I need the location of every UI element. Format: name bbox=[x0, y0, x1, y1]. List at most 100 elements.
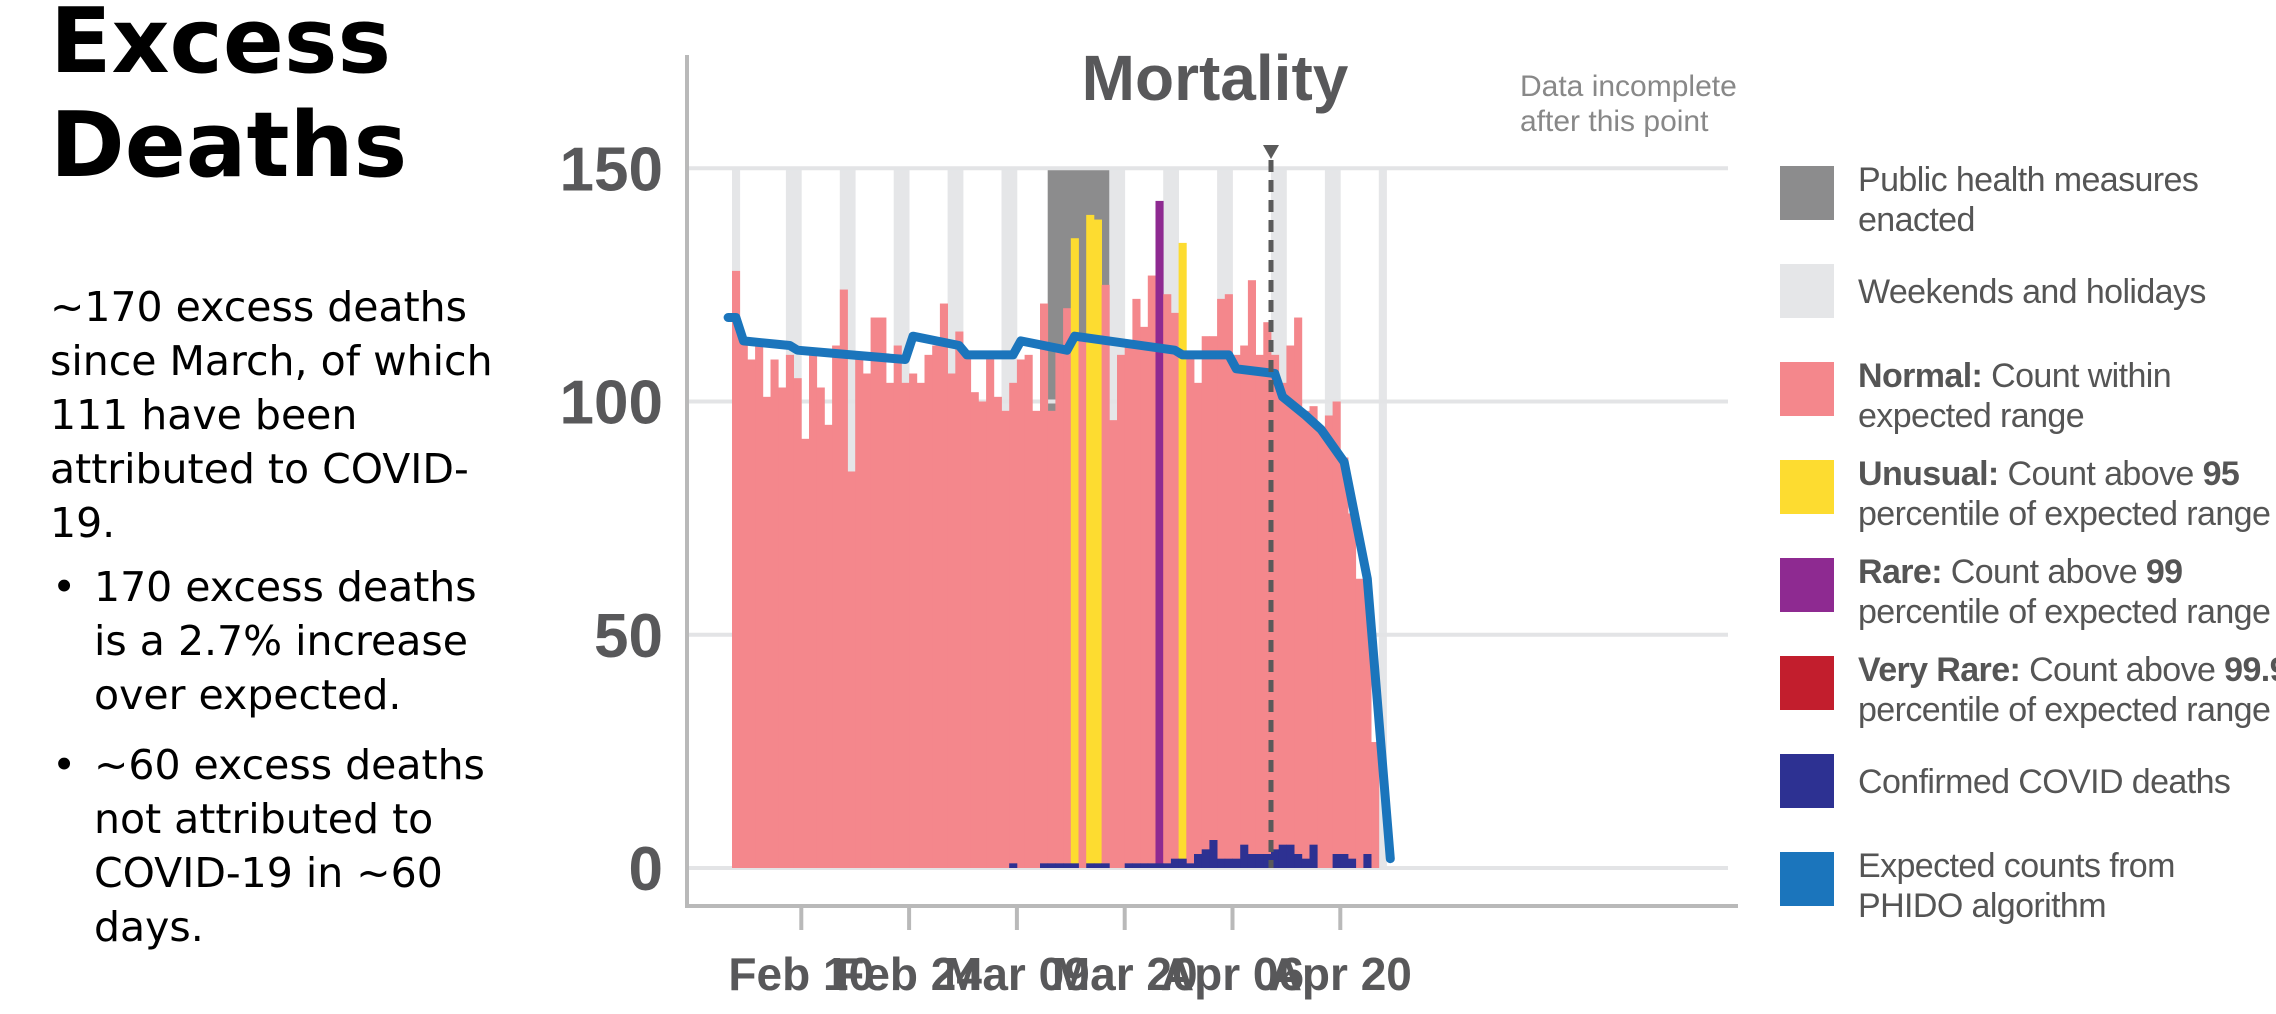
covid-bar bbox=[1140, 863, 1149, 868]
death-bar bbox=[1286, 345, 1295, 868]
death-bar bbox=[770, 359, 779, 868]
data-incomplete-arrow bbox=[1263, 145, 1279, 159]
death-bar bbox=[916, 382, 925, 868]
covid-bar bbox=[1240, 844, 1249, 868]
death-bar bbox=[1309, 406, 1318, 868]
death-bar bbox=[1348, 513, 1357, 868]
death-bar bbox=[1247, 280, 1256, 869]
legend-bold-label: Unusual: bbox=[1858, 455, 1999, 493]
death-bar bbox=[1124, 340, 1133, 869]
covid-bar bbox=[1055, 863, 1064, 868]
death-bar bbox=[1109, 420, 1118, 868]
death-bar bbox=[1009, 382, 1018, 868]
legend-percentile: 99.9 bbox=[2224, 651, 2276, 689]
covid-bar bbox=[1201, 849, 1210, 868]
covid-bar bbox=[1093, 863, 1102, 868]
covid-bar bbox=[1294, 854, 1303, 868]
left-panel: Excess Deaths ~170 excess deaths since M… bbox=[50, 0, 520, 970]
legend-swatch bbox=[1780, 754, 1834, 808]
legend-label: Public health measures bbox=[1858, 161, 2199, 199]
legend-item-weekends: Weekends and holidays bbox=[1780, 264, 2270, 344]
death-bar bbox=[1332, 401, 1341, 868]
summary-text: ~170 excess deaths since March, of which… bbox=[50, 283, 493, 547]
death-bar bbox=[839, 289, 848, 868]
covid-bar bbox=[1147, 863, 1156, 868]
covid-bar bbox=[1040, 863, 1049, 868]
legend-item-unusual: Unusual: Count above 95 percentile of exp… bbox=[1780, 455, 2271, 540]
y-tick-label: 50 bbox=[594, 602, 663, 671]
death-bar bbox=[778, 387, 787, 868]
death-bar bbox=[886, 382, 895, 868]
covid-bar bbox=[1170, 858, 1179, 868]
death-bar bbox=[870, 317, 879, 868]
death-bar bbox=[901, 382, 910, 868]
death-bar bbox=[1301, 410, 1310, 868]
death-bar bbox=[893, 345, 902, 868]
covid-bar bbox=[1063, 863, 1072, 868]
legend-label: enacted bbox=[1858, 201, 1975, 239]
y-tick-label: 100 bbox=[560, 369, 663, 438]
death-bar bbox=[1324, 415, 1333, 868]
bullet-item: 170 excess deaths is a 2.7% increase ove… bbox=[50, 560, 520, 722]
death-bar bbox=[832, 345, 841, 868]
death-bar bbox=[1255, 354, 1264, 869]
legend-label: Count above bbox=[2007, 455, 2195, 493]
death-bar bbox=[986, 354, 995, 869]
legend-swatch bbox=[1780, 166, 1834, 220]
title-line-1: Excess bbox=[50, 0, 392, 94]
death-bar bbox=[1271, 354, 1280, 869]
covid-bar bbox=[1271, 849, 1280, 868]
covid-bar bbox=[1301, 858, 1310, 868]
death-bar bbox=[1278, 382, 1287, 868]
legend-label: Weekends and holidays bbox=[1858, 273, 2206, 311]
death-bar bbox=[947, 373, 956, 868]
death-bar bbox=[1163, 294, 1172, 869]
covid-bar bbox=[1101, 863, 1110, 868]
x-tick-label: Mar 20 bbox=[1052, 948, 1198, 1000]
covid-bar bbox=[1163, 863, 1172, 868]
summary-bullets: 170 excess deaths is a 2.7% increase ove… bbox=[50, 560, 520, 954]
death-bar bbox=[855, 354, 864, 869]
death-bar bbox=[1340, 457, 1349, 868]
death-bar bbox=[1147, 275, 1156, 868]
death-bar bbox=[1001, 410, 1010, 868]
covid-bar bbox=[1247, 854, 1256, 868]
legend-item-rare: Rare: Count above 99 percentile of expect… bbox=[1780, 553, 2271, 638]
legend-bold-label: Normal: bbox=[1858, 357, 1983, 395]
death-bar bbox=[732, 270, 741, 868]
death-bar bbox=[1070, 238, 1079, 869]
legend-bold-label: Rare: bbox=[1858, 553, 1943, 591]
y-tick-label: 0 bbox=[629, 835, 663, 904]
death-bar bbox=[1101, 284, 1110, 868]
death-bar bbox=[1355, 578, 1364, 868]
death-bar bbox=[1240, 345, 1249, 868]
covid-bar bbox=[1124, 863, 1133, 868]
death-bar bbox=[809, 354, 818, 869]
covid-bar bbox=[1194, 854, 1203, 868]
y-tick-label: 150 bbox=[560, 135, 663, 204]
death-bar bbox=[1232, 354, 1241, 869]
death-bar bbox=[1317, 429, 1326, 868]
death-bar bbox=[862, 373, 871, 868]
legend-label: Count above bbox=[1950, 553, 2138, 591]
covid-bar bbox=[1009, 863, 1018, 868]
legend-item-normal: Normal: Count within expected range bbox=[1780, 357, 2270, 442]
legend-label: percentile of expected range bbox=[1858, 593, 2271, 631]
legend-item-covid: Confirmed COVID deaths bbox=[1780, 754, 2270, 834]
death-bar bbox=[1186, 354, 1195, 869]
covid-bar bbox=[1255, 854, 1264, 868]
death-bar bbox=[963, 354, 972, 869]
death-bar bbox=[1363, 578, 1372, 868]
death-bar bbox=[909, 373, 918, 868]
page-title: Excess Deaths bbox=[50, 0, 520, 198]
annotation-text-line-1: Data incomplete bbox=[1520, 70, 1737, 103]
x-tick-label: Feb 10 bbox=[728, 948, 874, 1000]
death-bar bbox=[1032, 410, 1041, 868]
legend-percentile: 99 bbox=[2145, 553, 2183, 591]
death-bar bbox=[1294, 317, 1303, 868]
covid-bar bbox=[1217, 858, 1226, 868]
legend-item-measures: Public health measures enacted bbox=[1780, 161, 2270, 246]
death-bar bbox=[785, 354, 794, 869]
